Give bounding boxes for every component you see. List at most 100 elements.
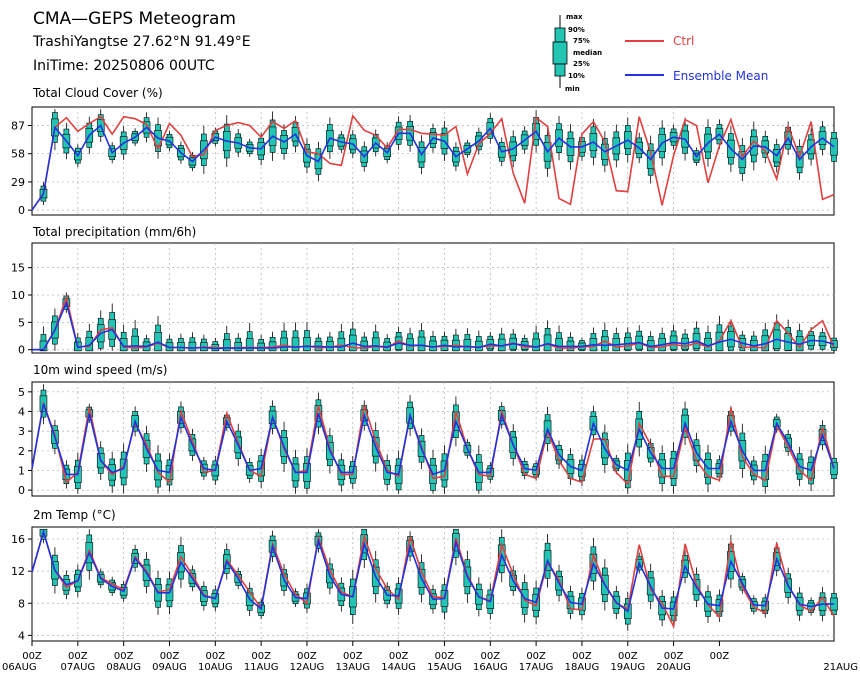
ensemble-box-inner <box>463 339 472 352</box>
legend-box-upper <box>554 27 566 43</box>
x-tick-date: 17AUG <box>519 662 554 673</box>
x-tick-date: 09AUG <box>152 662 187 673</box>
y-tick-label: 10 <box>11 289 25 302</box>
y-tick-label: 16 <box>11 533 25 546</box>
legend-box-core <box>552 41 568 65</box>
ensemble-box-inner <box>601 336 609 352</box>
station-label: TrashiYangtse 27.62°N 91.49°E <box>32 34 251 50</box>
y-tick-label: 0 <box>18 484 25 497</box>
panel-1: Total precipitation (mm/6h) 0 5 10 15 <box>11 225 838 357</box>
y-tick-label: 4 <box>18 405 25 418</box>
y-tick-label: 15 <box>11 262 25 275</box>
panel-frame <box>31 381 835 497</box>
x-tick-hour: 00Z <box>343 651 363 662</box>
x-tick-date: 13AUG <box>335 662 370 673</box>
chart-title: CMA—GEPS Meteogram <box>33 9 236 29</box>
ensemble-box-inner <box>222 339 231 352</box>
panel-frame <box>31 242 835 354</box>
y-tick-label: 2 <box>18 445 25 458</box>
x-tick-hour: 00Z <box>526 651 546 662</box>
panel-frame <box>31 526 835 642</box>
ensemble-box-inner <box>303 337 311 352</box>
ensemble-box-inner <box>39 340 48 352</box>
x-tick-hour: 00Z <box>480 651 500 662</box>
legend-p25-label: 25% <box>573 60 590 68</box>
ensemble-mean-series-line <box>31 124 835 211</box>
y-tick-label: 1 <box>18 464 25 477</box>
ctrl-series-line <box>31 113 835 211</box>
x-tick-hour: 00Z <box>114 651 134 662</box>
legend-min-label: min <box>565 85 580 93</box>
ensemble-box-inner <box>234 342 243 352</box>
panel-2: 10m wind speed (m/s) 0 1 2 3 4 5 <box>18 363 838 497</box>
box-legend: max 90% 75% median 25% 10% min <box>552 13 602 93</box>
x-tick-hour: 00Z <box>664 651 684 662</box>
y-tick-label: 58 <box>11 148 25 161</box>
x-tick-date: 18AUG <box>565 662 600 673</box>
y-tick-label: 3 <box>18 425 25 438</box>
ensemble-box-inner <box>119 338 128 352</box>
x-tick-date: 15AUG <box>427 662 462 673</box>
legend-p10-label: 10% <box>568 72 585 80</box>
panel-title: 10m wind speed (m/s) <box>33 363 167 377</box>
panel-title: 2m Temp (°C) <box>33 508 116 522</box>
x-tick-date: 14AUG <box>381 662 416 673</box>
x-tick-hour: 00Z <box>251 651 271 662</box>
x-tick-hour: 00Z <box>389 651 409 662</box>
ensemble-box-inner <box>532 338 540 352</box>
legend-p90-label: 90% <box>568 26 585 34</box>
y-tick-label: 12 <box>11 565 25 578</box>
x-tick-hour: 00Z <box>206 651 226 662</box>
panel-frame <box>31 106 835 216</box>
y-tick-label: 5 <box>18 386 25 399</box>
ensemble-mean-series-line <box>31 403 835 476</box>
ensemble-box-inner <box>371 337 380 352</box>
x-tick-hour: 00Z <box>618 651 638 662</box>
x-tick-hour: 00Z <box>68 651 88 662</box>
x-tick-date: 12AUG <box>290 662 325 673</box>
x-tick-hour: 00Z <box>22 651 42 662</box>
x-tick-hour: 00Z <box>572 651 592 662</box>
y-tick-label: 29 <box>11 176 25 189</box>
ensemble-box-inner <box>543 334 552 352</box>
y-tick-label: 8 <box>18 597 25 610</box>
ensemble-mean-series-line <box>31 528 834 613</box>
ensemble-box-inner <box>280 337 288 352</box>
ensemble-box-inner <box>245 338 254 352</box>
ensemble-box-inner <box>291 337 300 352</box>
panel-title: Total Cloud Cover (%) <box>32 86 163 100</box>
legend-box-lower <box>554 63 566 77</box>
ctrl-series-line <box>31 400 835 486</box>
x-tick-date: 06AUG <box>2 662 37 673</box>
x-tick-date: 19AUG <box>610 662 645 673</box>
init-time-label: IniTime: 20250806 00UTC <box>33 58 215 74</box>
y-tick-label: 4 <box>18 629 25 642</box>
x-tick-date: 10AUG <box>198 662 233 673</box>
x-tick-date: 16AUG <box>473 662 508 673</box>
x-tick-date: 21AUG <box>823 662 858 673</box>
ensemble-box-inner <box>830 340 838 349</box>
legend-p75-label: 75% <box>573 37 590 45</box>
x-tick-hour: 00Z <box>160 651 180 662</box>
legend-max-label: max <box>566 13 583 21</box>
x-tick-hour: 00Z <box>710 651 730 662</box>
ensemble-box-inner <box>177 342 185 352</box>
ensemble-box-inner <box>555 338 563 352</box>
legend-median-label: median <box>573 49 602 57</box>
x-tick-hour: 00Z <box>435 651 455 662</box>
x-tick-date: 08AUG <box>106 662 141 673</box>
x-tick-hour: 00Z <box>297 651 317 662</box>
legend-ctrl-label: Ctrl <box>673 34 694 48</box>
y-tick-label: 87 <box>11 119 25 132</box>
y-tick-label: 0 <box>18 204 25 217</box>
ensemble-mean-series-line <box>32 300 835 351</box>
panel-0: Total Cloud Cover (%) 0 29 58 87 <box>11 86 838 217</box>
x-tick-date: 11AUG <box>244 662 279 673</box>
y-tick-label: 0 <box>18 344 25 357</box>
ensemble-box-inner <box>131 335 139 352</box>
ensemble-box-inner <box>188 341 197 352</box>
y-tick-label: 5 <box>18 316 25 329</box>
legend-mean-label: Ensemble Mean <box>673 69 768 83</box>
